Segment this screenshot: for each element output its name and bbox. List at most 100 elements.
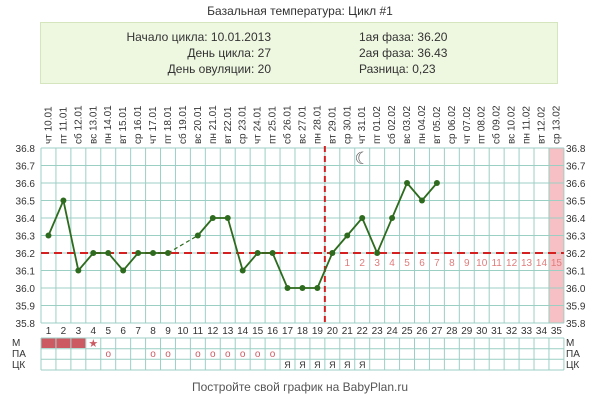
date-label: вс 10.02	[507, 106, 518, 144]
series-segment	[421, 182, 438, 202]
row-label-right: ПА	[566, 349, 580, 360]
x-tick-label: 29	[461, 326, 473, 337]
data-point	[209, 215, 216, 221]
data-point	[254, 250, 261, 256]
series-segment	[197, 217, 214, 237]
date-label: пн 14.01	[103, 105, 114, 144]
x-tick-label: 6	[120, 326, 126, 337]
date-label: чт 17.01	[148, 106, 159, 144]
date-label: вт 12.02	[536, 106, 547, 144]
data-point	[329, 250, 336, 256]
pa-circle-mark: o	[195, 349, 201, 360]
cycle-day-label: День цикла: 27	[187, 46, 271, 60]
data-point	[150, 250, 157, 256]
luteal-day-number: 15	[551, 258, 563, 269]
luteal-day-number: 5	[404, 258, 410, 269]
y-tick-label-right: 36.4	[566, 214, 586, 225]
y-tick-label-right: 36.7	[566, 162, 586, 173]
y-tick-label-right: 35.8	[566, 319, 586, 330]
series-segment	[62, 200, 80, 271]
x-tick-label: 32	[506, 326, 518, 337]
x-tick-label: 34	[536, 326, 548, 337]
data-point	[90, 250, 97, 256]
x-tick-label: 35	[551, 326, 563, 337]
date-label: вс 13.01	[88, 106, 99, 144]
series-gap-segment	[167, 234, 199, 254]
date-label: чт 24.01	[253, 106, 264, 144]
x-tick-label: 2	[61, 326, 67, 337]
luteal-day-number: 3	[374, 258, 380, 269]
pa-circle-mark: o	[210, 349, 216, 360]
date-label: ср 13.02	[551, 105, 562, 144]
data-point	[404, 180, 411, 186]
data-point	[164, 250, 171, 256]
x-tick-label: 18	[297, 326, 309, 337]
x-tick-label: 31	[491, 326, 503, 337]
date-label: пн 21.01	[208, 105, 219, 144]
series-segment	[406, 182, 423, 202]
y-tick-label-left: 36.3	[16, 232, 36, 243]
luteal-day-number: 10	[476, 258, 488, 269]
date-label: вс 27.01	[297, 106, 308, 144]
x-tick-label: 12	[207, 326, 219, 337]
data-point	[120, 267, 127, 274]
date-label: пн 11.02	[522, 106, 533, 144]
y-tick-label-right: 36.6	[566, 179, 586, 190]
ovulation-day-label: День овуляции: 20	[167, 62, 271, 76]
date-label: вт 22.01	[223, 106, 234, 144]
series-segment	[316, 252, 334, 289]
x-tick-label: 28	[446, 326, 458, 337]
x-tick-label: 30	[476, 326, 488, 337]
y-tick-label-left: 36.0	[16, 284, 36, 295]
luteal-day-number: 9	[464, 258, 470, 269]
pa-circle-mark: o	[270, 349, 276, 360]
data-point	[105, 250, 112, 256]
date-label: вт 15.01	[118, 106, 129, 144]
pa-ya-mark: Я	[359, 360, 366, 370]
y-tick-label-left: 36.4	[16, 214, 36, 225]
date-label: сб 26.01	[282, 105, 294, 144]
luteal-day-number: 7	[434, 258, 440, 269]
y-tick-label-right: 36.0	[566, 284, 586, 295]
difference-label: Разница: 0,23	[359, 62, 436, 76]
pa-ya-mark: Я	[299, 360, 306, 370]
series-segment	[242, 252, 259, 272]
date-label: ср 30.01	[342, 105, 353, 144]
y-tick-label-right: 36.5	[566, 197, 586, 208]
star-icon: ★	[88, 338, 98, 350]
pa-circle-mark: o	[165, 349, 171, 360]
x-tick-label: 33	[521, 326, 533, 337]
series-segment	[271, 252, 289, 289]
date-label: сб 12.01	[72, 105, 84, 144]
data-point	[45, 232, 52, 239]
data-point	[284, 285, 291, 291]
series-segment	[361, 217, 378, 254]
row-label-left: ПА	[12, 349, 26, 360]
date-label: чт 07.02	[462, 106, 473, 144]
x-tick-label: 9	[165, 326, 171, 337]
footer-link[interactable]: Постройте свой график на BabyPlan.ru	[191, 380, 409, 394]
date-label: вс 03.02	[402, 106, 413, 144]
date-label: пн 28.01	[312, 105, 323, 144]
row-label-left: М	[12, 338, 20, 349]
x-tick-label: 16	[267, 326, 279, 337]
x-tick-label: 24	[387, 326, 399, 337]
data-point	[314, 285, 321, 291]
row-label-left: ЦК	[12, 360, 25, 371]
luteal-day-number: 1	[344, 258, 350, 269]
luteal-day-number: 14	[536, 258, 548, 269]
menses-mark	[56, 338, 71, 348]
data-point	[299, 285, 306, 291]
date-label: ср 23.01	[238, 105, 249, 144]
pa-ya-mark: Я	[314, 360, 321, 370]
x-tick-label: 21	[342, 326, 354, 337]
data-point	[269, 250, 276, 256]
date-label: ср 06.02	[447, 105, 458, 144]
data-point	[374, 250, 381, 256]
date-label: пт 08.02	[477, 106, 488, 144]
row-label-right: ЦК	[566, 360, 579, 371]
series-segment	[77, 252, 94, 272]
x-tick-label: 14	[237, 326, 249, 337]
data-point	[418, 197, 425, 204]
